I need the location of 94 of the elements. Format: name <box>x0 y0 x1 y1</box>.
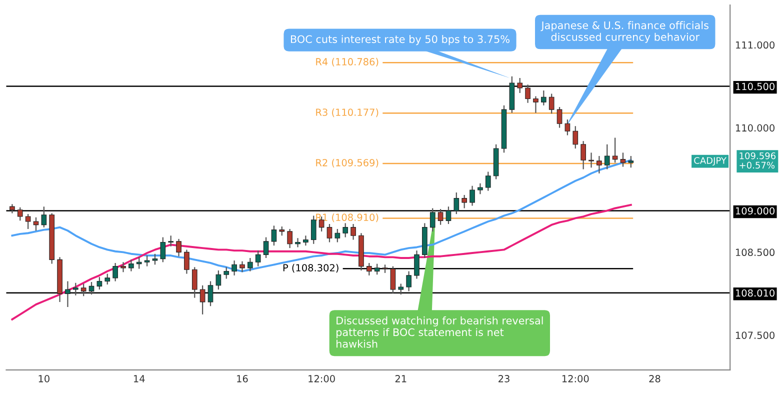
candlestick <box>295 238 300 248</box>
candlestick <box>160 236 166 263</box>
candlestick <box>248 257 253 272</box>
x-tick-label: 10 <box>38 375 50 382</box>
candlestick <box>366 262 372 276</box>
y-tick-label: 107.500 <box>736 332 774 339</box>
candlestick <box>564 118 570 136</box>
candlestick <box>128 259 134 272</box>
candlestick <box>224 266 230 280</box>
candlestick <box>255 250 261 267</box>
candlestick <box>517 77 523 94</box>
candlestick <box>176 238 182 257</box>
candlestick <box>25 213 31 230</box>
candlestick <box>192 266 198 298</box>
y-tick-label: 110.500 <box>736 82 774 90</box>
x-tick-label: 16 <box>237 375 248 382</box>
ref-line-label: P (108.302) <box>283 264 338 273</box>
candlestick <box>232 260 237 276</box>
candlestick <box>136 256 142 270</box>
candlestick <box>279 226 285 236</box>
x-tick-label: 12:00 <box>562 375 589 382</box>
candlestick <box>33 216 39 232</box>
y-tick-label: 109.000 <box>736 207 774 215</box>
annotation: CADJPY <box>694 157 726 166</box>
candlestick <box>572 126 578 150</box>
candlestick <box>604 144 610 170</box>
ref-line-label: R3 (110.177) <box>316 108 378 118</box>
candlestick <box>548 93 554 114</box>
candlestick <box>454 192 460 215</box>
x-tick-label: 23 <box>498 375 510 382</box>
candlestick <box>398 283 404 296</box>
candlestick <box>438 208 444 226</box>
x-tick-label: 14 <box>134 375 145 382</box>
x-tick-label: 12:00 <box>308 375 335 382</box>
candlestick <box>310 215 316 244</box>
candlestick <box>334 228 340 243</box>
candlestick <box>342 222 348 238</box>
ref-line-label: R2 (109.569) <box>316 158 378 168</box>
candlestick <box>216 270 222 290</box>
candlestick <box>88 282 94 296</box>
candlestick <box>485 171 491 192</box>
candlestick <box>430 208 436 232</box>
candlestick <box>525 84 530 104</box>
candlestick <box>152 253 158 266</box>
candlestick <box>72 282 78 296</box>
candlestick <box>612 137 618 164</box>
ref-line-label: R4 (110.786) <box>316 58 378 67</box>
y-tick-label: 108.010 <box>736 289 774 297</box>
annotation: Japanese & U.S. finance officials discussed currency behavior <box>540 21 708 43</box>
candlestick <box>80 283 86 297</box>
x-tick-label: 21 <box>395 375 406 382</box>
text: 109.596 +0.57% <box>740 152 776 169</box>
y-tick-label: 111.000 <box>736 41 774 49</box>
candlestick <box>10 204 15 214</box>
candlestick <box>287 228 292 249</box>
candlestick <box>326 223 332 243</box>
candlestick <box>478 182 483 195</box>
candlestick <box>184 249 190 274</box>
candlestick <box>470 185 475 206</box>
candlestick <box>541 90 546 106</box>
candlestick <box>533 96 538 114</box>
candlestick <box>17 206 23 222</box>
candlestick <box>596 155 602 174</box>
candlestick <box>406 270 412 292</box>
annotation: Discussed watching for bearish reversal patterns if BOC statement is net hawkish <box>336 316 543 348</box>
candlestick <box>628 155 634 168</box>
candlestick <box>271 225 277 246</box>
y-tick-label: 110.000 <box>736 124 774 132</box>
candlestick <box>168 235 174 247</box>
candlestick <box>446 206 452 225</box>
candlestick <box>390 266 396 294</box>
candlestick <box>104 273 110 286</box>
candlestick <box>588 152 594 168</box>
candlestick <box>462 194 467 209</box>
candlestick <box>620 152 626 168</box>
candlestick <box>556 106 562 128</box>
annotation: BOC cuts interest rate by 50 bps to 3.75% <box>290 35 510 46</box>
candlestick <box>350 223 356 240</box>
candlestick <box>263 236 269 259</box>
candlestick <box>65 280 70 308</box>
candlestick <box>120 262 126 273</box>
candlestick <box>208 280 214 307</box>
candlestick <box>374 263 380 276</box>
candlestick <box>41 206 47 228</box>
candlestick <box>580 140 586 170</box>
candlestick <box>144 254 150 267</box>
candlestick <box>112 262 118 282</box>
candlestick <box>200 284 206 315</box>
candlestick <box>303 235 308 246</box>
candlestick <box>96 276 102 290</box>
candlestick <box>240 260 245 273</box>
y-tick-label: 108.500 <box>736 248 774 256</box>
candlestick <box>414 250 420 280</box>
x-tick-label: 28 <box>649 375 660 382</box>
